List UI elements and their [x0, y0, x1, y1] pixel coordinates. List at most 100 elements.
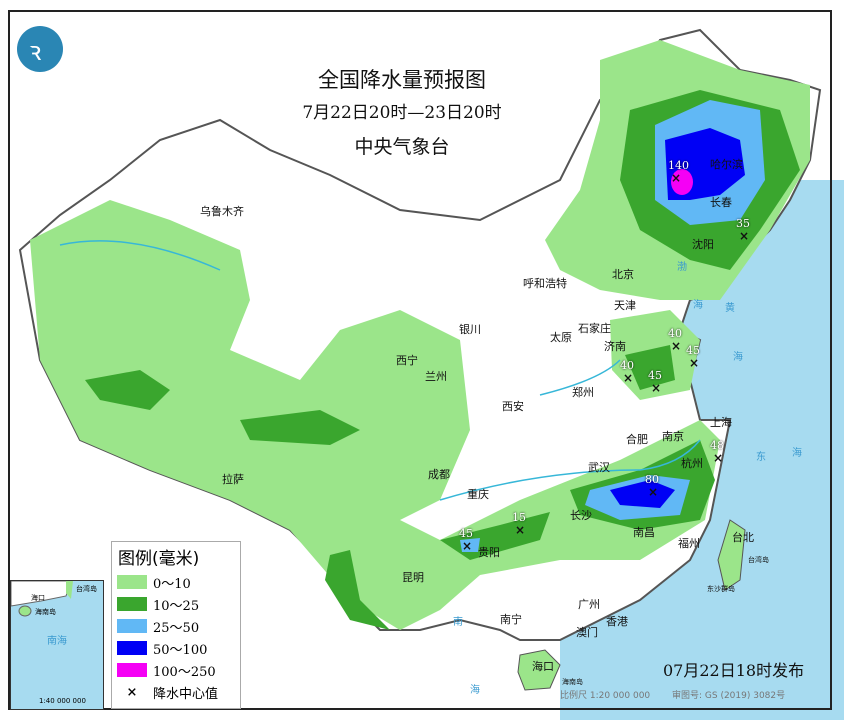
legend-label: 100～250	[153, 664, 216, 680]
city-label: 海口	[532, 660, 554, 673]
city-label: 贵阳	[478, 546, 500, 559]
rain-center-value: 40	[668, 327, 682, 340]
rain-center-marker-icon: ×	[651, 381, 662, 395]
sea-label: 海	[733, 352, 743, 363]
city-label: 广州	[578, 598, 600, 611]
city-label: 呼和浩特	[523, 277, 567, 290]
review-number: 审图号: GS (2019) 3082号	[672, 691, 786, 701]
map-title: 全国降水量预报图	[318, 68, 486, 92]
legend-title: 图例(毫米)	[118, 549, 200, 569]
city-label: 南京	[662, 430, 684, 443]
sea-label: 渤	[677, 262, 687, 273]
rain-center-value: 140	[668, 159, 689, 172]
rain-100-250	[671, 169, 693, 195]
legend-item: 100～250	[117, 659, 240, 681]
legend-item: 50～100	[117, 637, 240, 659]
city-label: 济南	[604, 340, 626, 353]
island-label: 海南岛	[562, 678, 583, 686]
hainan-island	[517, 649, 561, 691]
island-label: 台湾岛	[748, 556, 769, 564]
city-label: 成都	[428, 468, 450, 481]
rain-center-value: 45	[648, 369, 662, 382]
forecast-period: 7月22日20时—23日20时	[302, 103, 502, 123]
city-label: 重庆	[467, 488, 489, 501]
legend-swatch	[117, 597, 147, 611]
legend-center-label: 降水中心值	[153, 686, 219, 702]
city-label: 澳门	[576, 626, 598, 639]
city-label: 南宁	[500, 613, 522, 626]
rain-center-marker-icon: ×	[671, 171, 682, 185]
legend: 图例(毫米) 0～10 10～25 25～50 50～100 100～250 × 降水中心…	[111, 541, 241, 709]
rain-center-marker-icon: ×	[689, 356, 700, 370]
rain-center-value: 45	[459, 527, 473, 540]
rain-center-marker-icon: ×	[739, 229, 750, 243]
sea-label: 海	[470, 685, 480, 696]
issuer: 中央气象台	[354, 136, 450, 158]
rain-center-marker-icon: ×	[623, 371, 634, 385]
legend-swatch	[117, 619, 147, 633]
sea-label: 南	[453, 617, 463, 628]
inset-taiwan-label: 台湾岛	[76, 585, 97, 593]
rain-center-marker-icon: ×	[713, 451, 724, 465]
city-label: 乌鲁木齐	[200, 205, 244, 218]
legend-item: 0～10	[117, 571, 240, 593]
city-label: 长春	[710, 196, 732, 209]
inset-haikou-label: 海口	[31, 594, 45, 602]
city-label: 西宁	[396, 354, 418, 367]
city-label: 香港	[606, 615, 628, 628]
city-label: 银川	[459, 323, 481, 336]
south-china-sea-inset: 海南岛 海口 台湾岛 南海 1:40 000 000	[10, 580, 104, 710]
city-label: 北京	[612, 268, 634, 281]
rain-center-value: 45	[686, 344, 700, 357]
rain-center-value: 80	[645, 473, 659, 486]
city-label: 昆明	[402, 571, 424, 584]
city-label: 天津	[614, 299, 636, 312]
city-label: 南昌	[633, 526, 655, 539]
legend-label: 10～25	[153, 598, 200, 614]
taiwan-island	[717, 519, 746, 591]
island-label: 东沙群岛	[707, 585, 735, 593]
rain-center-value: 48	[710, 439, 724, 452]
rain-center-value: 40	[620, 359, 634, 372]
cross-icon: ×	[126, 684, 138, 700]
city-label: 哈尔滨	[710, 158, 743, 171]
city-label: 兰州	[425, 370, 447, 383]
sea-label: 海	[792, 448, 802, 459]
inset-sea-label: 南海	[47, 636, 67, 647]
city-label: 福州	[678, 537, 700, 550]
legend-swatch	[117, 663, 147, 677]
city-label: 长沙	[570, 509, 592, 522]
rain-center-marker-icon: ×	[671, 339, 682, 353]
legend-label: 0～10	[153, 576, 191, 592]
legend-center: × 降水中心值	[117, 681, 240, 703]
rain-center-value: 15	[512, 511, 526, 524]
sea-label: 东	[756, 452, 766, 463]
city-label: 太原	[550, 331, 572, 344]
city-label: 杭州	[681, 457, 703, 470]
sea-label: 黄	[725, 303, 735, 314]
city-label: 拉萨	[222, 473, 244, 486]
legend-swatch	[117, 641, 147, 655]
rain-center-marker-icon: ×	[515, 523, 526, 537]
legend-item: 10～25	[117, 593, 240, 615]
scale-text: 比例尺 1:20 000 000	[560, 691, 651, 701]
cma-logo: ꝛ	[17, 26, 63, 72]
city-label: 沈阳	[692, 238, 714, 251]
rain-center-marker-icon: ×	[462, 539, 473, 553]
inset-scale: 1:40 000 000	[39, 697, 86, 705]
sea-label: 海	[693, 300, 703, 311]
publish-time: 07月22日18时发布	[663, 661, 805, 680]
city-label: 上海	[710, 416, 732, 429]
rivers	[59, 240, 701, 501]
map-border	[8, 10, 832, 710]
rain-center-marker-icon: ×	[648, 485, 659, 499]
city-label: 西安	[502, 400, 524, 413]
rain-center-value: 35	[736, 217, 750, 230]
legend-label: 50～100	[153, 642, 208, 658]
inset-hainan-label: 海南岛	[35, 608, 56, 616]
city-label: 郑州	[572, 386, 594, 399]
legend-swatch	[117, 575, 147, 589]
city-label: 合肥	[626, 433, 648, 446]
